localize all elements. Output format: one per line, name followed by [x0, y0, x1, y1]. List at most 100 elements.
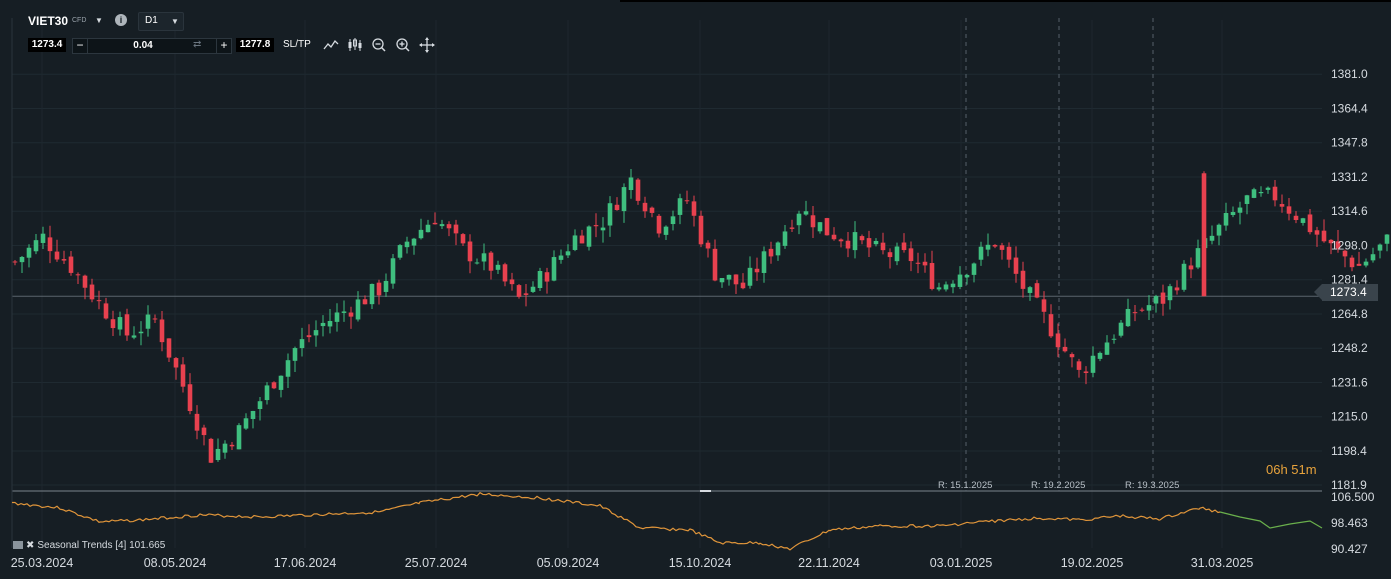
price-tick: 1248.2 [1331, 341, 1368, 355]
swap-icon[interactable]: ⇄ [193, 39, 202, 50]
candle [1013, 246, 1019, 283]
info-icon[interactable]: i [115, 14, 127, 26]
sell-price[interactable]: 1273.4 [28, 38, 66, 52]
decrease-quantity-button[interactable]: − [73, 39, 88, 53]
candle [110, 310, 116, 337]
candle [614, 197, 620, 211]
candle [936, 282, 942, 292]
pane-resize-handle[interactable] [700, 490, 711, 492]
quantity-stepper[interactable]: − 0.04 ⇄ + [72, 38, 232, 54]
symbol-name[interactable]: VIET30 [28, 14, 69, 28]
candle [124, 308, 130, 341]
date-axis: 25.03.2024 08.05.2024 17.06.2024 25.07.2024… [11, 556, 1254, 570]
candle [1370, 247, 1376, 263]
candle [425, 219, 431, 233]
candle [852, 221, 858, 259]
candle [796, 210, 802, 235]
buy-price[interactable]: 1277.8 [236, 38, 274, 52]
indicator-legend[interactable]: ✖ Seasonal Trends [4] 101.665 [13, 540, 165, 551]
price-tick: 1331.2 [1331, 170, 1368, 184]
candle [775, 241, 781, 261]
candle [663, 225, 669, 241]
candle [439, 219, 445, 229]
candle [54, 239, 60, 262]
candle [1041, 291, 1047, 324]
candle [1027, 285, 1033, 301]
candles [12, 169, 1390, 464]
sl-tp-button[interactable]: SL/TP [283, 39, 311, 50]
candle [817, 221, 823, 234]
candle-settings-icon[interactable] [346, 36, 364, 54]
zoom-in-icon[interactable] [394, 36, 412, 54]
candle [642, 196, 648, 218]
zoom-out-icon[interactable] [370, 36, 388, 54]
candle [1209, 225, 1215, 245]
candle [824, 217, 830, 236]
candle [810, 206, 816, 239]
candle [1055, 323, 1061, 358]
candle [1328, 239, 1334, 255]
candle [299, 327, 305, 357]
candle [187, 373, 193, 415]
timeframe-select[interactable]: D1 ▼ [138, 12, 184, 31]
candle [684, 190, 690, 204]
candle [1034, 279, 1040, 299]
quantity-input[interactable]: 0.04 [133, 40, 153, 51]
indicator-tick: 106.500 [1331, 490, 1375, 504]
candle [1307, 208, 1313, 235]
candle [1237, 201, 1243, 225]
candle [551, 250, 557, 282]
candle [1062, 338, 1068, 353]
candle [145, 305, 151, 337]
candle [453, 219, 459, 246]
candle [999, 242, 1005, 260]
candle [803, 200, 809, 216]
release-marker-label: R: 19.3.2025 [1125, 480, 1179, 491]
line-chart-icon[interactable] [322, 36, 340, 54]
candle [782, 225, 788, 249]
price-tick: 1381.0 [1331, 67, 1368, 81]
candle [82, 274, 88, 300]
candle [845, 232, 851, 258]
candle [334, 303, 340, 332]
candle [1384, 234, 1390, 252]
indicator-settings-icon[interactable] [13, 541, 23, 549]
candle [572, 229, 578, 252]
candle [292, 346, 298, 372]
price-tick: 1298.0 [1331, 238, 1368, 252]
increase-quantity-button[interactable]: + [216, 39, 231, 53]
candle [677, 193, 683, 225]
symbol-dropdown-icon[interactable]: ▼ [95, 16, 103, 25]
candle [1090, 346, 1096, 378]
candle [313, 320, 319, 347]
candle [1342, 249, 1348, 268]
candle [957, 266, 963, 290]
candle [481, 243, 487, 271]
candle [201, 424, 207, 446]
candle [509, 272, 515, 291]
candle [740, 273, 746, 290]
candle [502, 262, 508, 287]
candle [257, 397, 263, 421]
candle [96, 290, 102, 310]
candle [404, 236, 410, 254]
candle [691, 195, 697, 227]
candle [278, 375, 284, 398]
candle [908, 241, 914, 272]
current-price-tag: 1273.4 [1314, 284, 1378, 301]
crosshair-icon[interactable] [418, 36, 436, 54]
instrument-type: CFD [72, 17, 87, 24]
candle [978, 241, 984, 266]
candle [243, 413, 249, 430]
candle [495, 260, 501, 274]
candle [89, 278, 95, 303]
candle [964, 273, 970, 285]
candle-countdown: 06h 51m [1266, 462, 1317, 477]
date-tick: 31.03.2025 [1191, 556, 1254, 570]
indicator-close-icon[interactable]: ✖ [26, 540, 35, 551]
indicator-forecast-line [1219, 511, 1323, 529]
price-tick: 1347.8 [1331, 136, 1368, 150]
candle [971, 262, 977, 283]
candle [1349, 255, 1355, 272]
